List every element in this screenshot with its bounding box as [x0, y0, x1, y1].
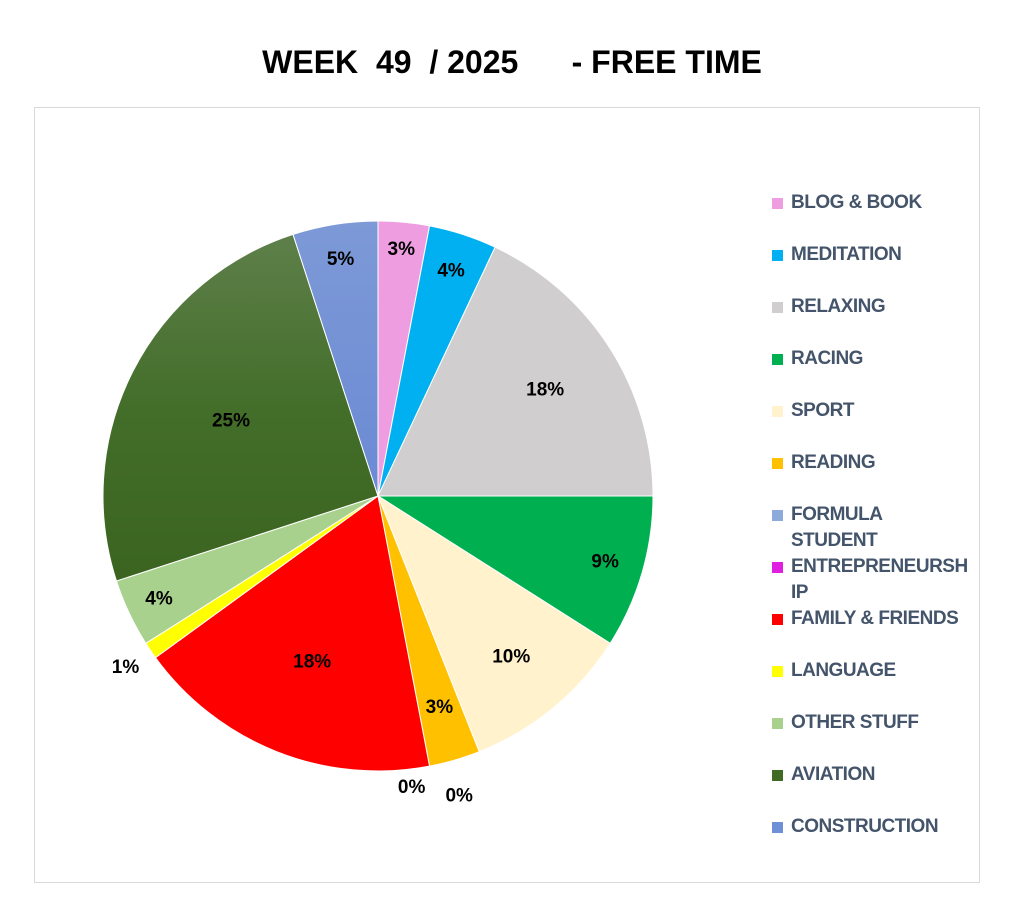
legend-swatch: [772, 302, 783, 313]
pie-slice-aviation: [102, 233, 379, 582]
data-label-construction: 5%: [327, 249, 355, 270]
legend-swatch: [772, 354, 783, 365]
data-label-entrepreneurship: 0%: [445, 785, 473, 806]
legend-swatch: [772, 198, 783, 209]
chart-title: WEEK 49 / 2025 - FREE TIME: [262, 44, 762, 80]
legend-swatch: [772, 822, 783, 833]
legend-label: SPORT: [791, 400, 854, 421]
data-label-other-stuff: 4%: [145, 589, 173, 610]
data-label-family-and-friends: 18%: [293, 652, 331, 673]
legend-swatch: [772, 510, 783, 521]
legend-label: AVIATION: [791, 764, 875, 785]
legend-swatch: [772, 250, 783, 261]
legend-label: CONSTRUCTION: [791, 816, 939, 837]
data-label-aviation: 25%: [212, 411, 250, 432]
legend-label: ENTREPRENEURSH IP: [791, 556, 968, 603]
legend-swatch: [772, 666, 783, 677]
legend-label: OTHER STUFF: [791, 712, 919, 733]
data-label-formula-student: 0%: [398, 777, 426, 798]
legend-label: RELAXING: [791, 296, 886, 317]
data-label-sport: 10%: [492, 647, 530, 668]
legend-label: BLOG & BOOK: [791, 192, 922, 213]
legend-label: FORMULA STUDENT: [791, 504, 882, 551]
legend-swatch: [772, 770, 783, 781]
data-label-blog-and-book: 3%: [388, 239, 416, 260]
legend-label: LANGUAGE: [791, 660, 896, 681]
legend-swatch: [772, 458, 783, 469]
legend-swatch: [772, 406, 783, 417]
legend-swatch: [772, 614, 783, 625]
pie-slice-construction: [292, 220, 379, 497]
legend-label: FAMILY & FRIENDS: [791, 608, 959, 629]
data-label-racing: 9%: [591, 551, 619, 572]
pie-slice-racing: [376, 495, 654, 645]
data-label-language: 1%: [112, 657, 140, 678]
legend-swatch: [772, 562, 783, 573]
data-label-reading: 3%: [426, 697, 454, 718]
plot-area: [34, 107, 980, 883]
pie-slice-relaxing: [377, 246, 654, 497]
pie-slice-family-and-friends: [154, 495, 431, 772]
legend-label: RACING: [791, 348, 863, 369]
legend-label: READING: [791, 452, 876, 473]
data-label-meditation: 4%: [437, 261, 465, 282]
pie-slice-sport: [376, 494, 611, 753]
legend-swatch: [772, 718, 783, 729]
data-label-relaxing: 18%: [526, 379, 564, 400]
legend-label: MEDITATION: [791, 244, 902, 265]
